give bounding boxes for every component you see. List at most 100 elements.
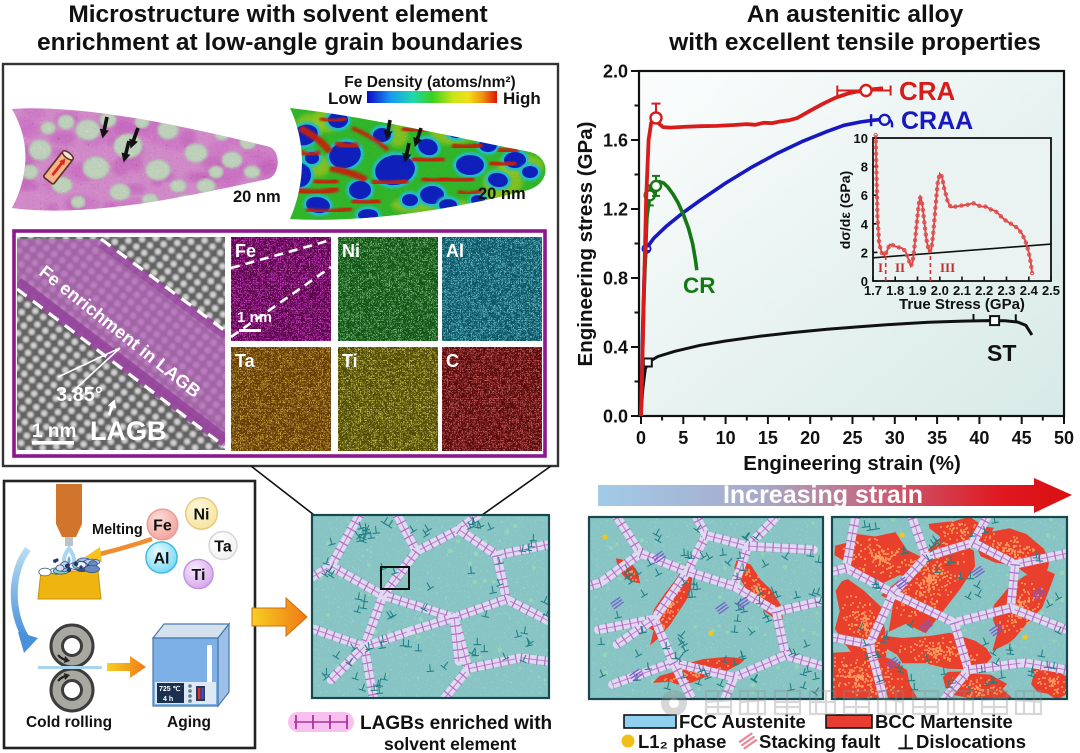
svg-text:0.4: 0.4 xyxy=(603,338,628,358)
svg-text:⊥: ⊥ xyxy=(956,571,965,582)
svg-text:Ni: Ni xyxy=(342,241,360,261)
svg-text:⊥: ⊥ xyxy=(354,591,364,603)
svg-text:⊥: ⊥ xyxy=(981,677,991,689)
svg-text:Stacking fault: Stacking fault xyxy=(759,731,880,752)
svg-text:⊥: ⊥ xyxy=(689,576,700,588)
svg-text:4 h: 4 h xyxy=(163,696,173,703)
svg-text:⊥: ⊥ xyxy=(539,594,552,608)
svg-text:⊥: ⊥ xyxy=(865,522,876,534)
svg-text:⊥: ⊥ xyxy=(512,628,523,641)
svg-text:⊥: ⊥ xyxy=(361,522,372,534)
svg-text:⊥: ⊥ xyxy=(733,572,743,583)
svg-text:3.85°: 3.85° xyxy=(56,384,103,406)
svg-text:⊥: ⊥ xyxy=(895,663,907,676)
svg-text:⊥: ⊥ xyxy=(480,608,491,621)
svg-text:⊥: ⊥ xyxy=(762,612,774,625)
svg-text:CRA: CRA xyxy=(899,76,956,106)
svg-text:⊥: ⊥ xyxy=(472,519,483,532)
svg-text:2: 2 xyxy=(861,245,868,260)
svg-text:⊥: ⊥ xyxy=(480,644,489,655)
svg-text:⊥: ⊥ xyxy=(366,530,376,542)
svg-text:Engineering stress (GPa): Engineering stress (GPa) xyxy=(574,122,597,367)
svg-text:⊥: ⊥ xyxy=(1048,660,1059,672)
svg-text:6: 6 xyxy=(861,188,868,203)
svg-text:CRAA: CRAA xyxy=(901,107,973,135)
svg-text:⊥: ⊥ xyxy=(389,565,401,578)
svg-text:⊥: ⊥ xyxy=(355,533,366,545)
svg-text:⊥: ⊥ xyxy=(523,637,534,650)
svg-text:An austenitic alloy: An austenitic alloy xyxy=(747,1,964,28)
svg-text:⊥: ⊥ xyxy=(425,663,435,675)
svg-text:⊥: ⊥ xyxy=(718,547,728,559)
svg-text:Dislocations: Dislocations xyxy=(916,731,1026,752)
svg-text:dσ/dε (GPa): dσ/dε (GPa) xyxy=(837,171,853,249)
svg-text:⊥: ⊥ xyxy=(372,678,383,691)
svg-text:⊥: ⊥ xyxy=(488,585,499,597)
svg-text:1 nm: 1 nm xyxy=(237,309,272,326)
svg-text:CR: CR xyxy=(683,273,716,298)
svg-text:25: 25 xyxy=(842,428,862,448)
svg-text:⊥: ⊥ xyxy=(910,682,919,693)
svg-text:⊥: ⊥ xyxy=(692,581,702,593)
svg-text:2.0: 2.0 xyxy=(931,283,949,298)
svg-text:⊥: ⊥ xyxy=(518,543,528,555)
svg-text:2.0: 2.0 xyxy=(603,62,628,82)
svg-text:20 nm: 20 nm xyxy=(478,185,526,203)
svg-text:⊥: ⊥ xyxy=(326,536,338,549)
svg-text:enrichment at low-angle grain: enrichment at low-angle grain boundaries xyxy=(37,29,523,56)
svg-text:⊥: ⊥ xyxy=(812,585,824,598)
svg-text:⊥: ⊥ xyxy=(687,589,697,601)
svg-text:Engineering strain (%): Engineering strain (%) xyxy=(743,452,961,475)
svg-text:High: High xyxy=(503,89,541,108)
svg-text:Fe Density (atoms/nm²): Fe Density (atoms/nm²) xyxy=(344,74,515,91)
svg-text:Fe: Fe xyxy=(235,241,256,261)
svg-text:45: 45 xyxy=(1012,428,1032,448)
svg-text:40: 40 xyxy=(969,428,989,448)
svg-text:Microstructure with solvent el: Microstructure with solvent element xyxy=(68,1,487,28)
svg-text:⊥: ⊥ xyxy=(979,635,991,648)
svg-text:⊥: ⊥ xyxy=(882,631,892,643)
svg-text:⊥: ⊥ xyxy=(871,521,882,533)
svg-text:⊥: ⊥ xyxy=(893,659,905,672)
svg-text:⊥: ⊥ xyxy=(643,661,653,673)
svg-text:⊥: ⊥ xyxy=(414,643,423,654)
svg-text:⊥: ⊥ xyxy=(364,641,375,653)
svg-text:III: III xyxy=(940,260,955,275)
svg-text:⊥: ⊥ xyxy=(755,596,764,607)
svg-text:⊥: ⊥ xyxy=(859,636,871,650)
svg-text:725 ℃: 725 ℃ xyxy=(159,685,181,693)
svg-text:⊥: ⊥ xyxy=(686,550,696,562)
svg-text:⊥: ⊥ xyxy=(471,648,480,659)
svg-text:⊥: ⊥ xyxy=(989,675,1000,687)
svg-text:⊥: ⊥ xyxy=(798,679,810,692)
svg-text:⊥: ⊥ xyxy=(379,671,390,684)
svg-text:⊥: ⊥ xyxy=(939,666,949,678)
svg-text:⊥: ⊥ xyxy=(321,555,333,568)
svg-text:⊥: ⊥ xyxy=(786,682,797,694)
svg-text:BCC Martensite: BCC Martensite xyxy=(875,711,1013,732)
svg-text:Ta: Ta xyxy=(235,351,256,371)
svg-text:⊥: ⊥ xyxy=(989,514,1000,527)
svg-text:0: 0 xyxy=(861,274,868,289)
svg-text:⊥: ⊥ xyxy=(671,651,680,662)
svg-text:⊥: ⊥ xyxy=(467,516,478,529)
svg-text:C: C xyxy=(446,351,459,371)
svg-text:⊥: ⊥ xyxy=(871,577,881,588)
svg-text:⊥: ⊥ xyxy=(473,637,482,648)
svg-text:⊥: ⊥ xyxy=(350,670,362,683)
svg-text:10: 10 xyxy=(716,428,736,448)
svg-text:Melting: Melting xyxy=(92,522,143,538)
svg-text:2.5: 2.5 xyxy=(1042,283,1060,298)
svg-text:⊥: ⊥ xyxy=(871,647,881,659)
svg-text:⊥: ⊥ xyxy=(882,629,892,641)
svg-text:⊥: ⊥ xyxy=(873,672,885,685)
svg-text:⊥: ⊥ xyxy=(637,624,648,637)
svg-text:⊥: ⊥ xyxy=(814,554,824,566)
svg-text:4: 4 xyxy=(861,217,869,232)
svg-text:Fe: Fe xyxy=(153,517,172,534)
svg-text:1 nm: 1 nm xyxy=(32,421,76,442)
svg-text:⊥: ⊥ xyxy=(466,565,476,577)
svg-text:⊥: ⊥ xyxy=(802,663,813,676)
svg-text:35: 35 xyxy=(927,428,947,448)
svg-text:⊥: ⊥ xyxy=(683,549,693,561)
